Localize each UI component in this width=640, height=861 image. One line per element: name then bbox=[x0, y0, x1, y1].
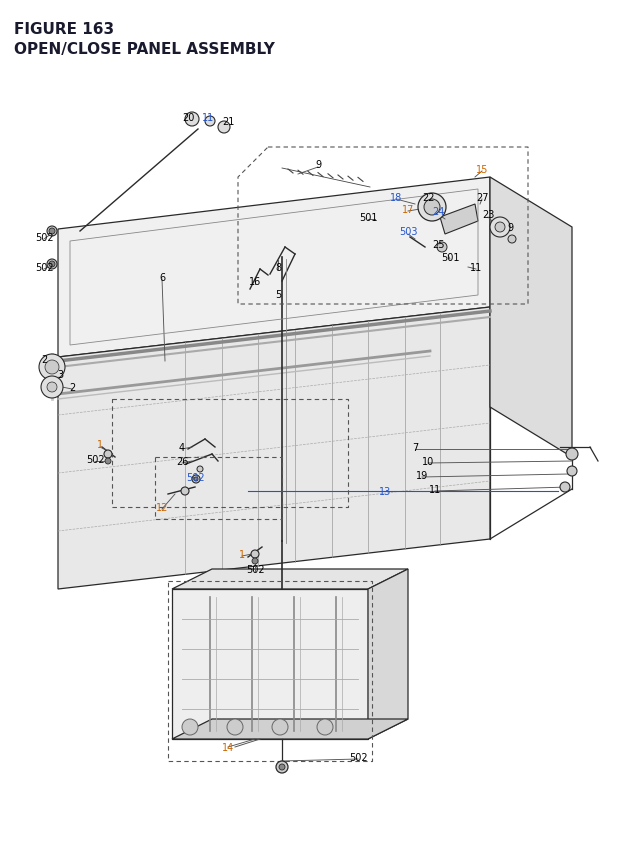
Bar bbox=[321, 598, 331, 605]
Circle shape bbox=[560, 482, 570, 492]
Circle shape bbox=[508, 236, 516, 244]
Circle shape bbox=[227, 719, 243, 735]
Text: 11: 11 bbox=[429, 485, 441, 494]
Circle shape bbox=[105, 458, 111, 464]
Polygon shape bbox=[368, 569, 408, 739]
Text: 17: 17 bbox=[402, 205, 414, 214]
Text: 18: 18 bbox=[390, 193, 402, 202]
Circle shape bbox=[185, 113, 199, 127]
Circle shape bbox=[205, 117, 215, 127]
Text: 501: 501 bbox=[441, 253, 460, 263]
Bar bbox=[205, 598, 215, 605]
Text: 19: 19 bbox=[416, 470, 428, 480]
Text: 502: 502 bbox=[186, 473, 204, 482]
Text: 20: 20 bbox=[182, 113, 194, 123]
Circle shape bbox=[182, 719, 198, 735]
Text: 21: 21 bbox=[222, 117, 234, 127]
Polygon shape bbox=[58, 307, 490, 589]
Text: 26: 26 bbox=[176, 456, 188, 467]
Text: 503: 503 bbox=[399, 226, 417, 237]
Bar bbox=[263, 598, 273, 605]
Polygon shape bbox=[58, 177, 490, 357]
Text: 27: 27 bbox=[476, 193, 488, 202]
Text: 1: 1 bbox=[239, 549, 245, 560]
Text: 8: 8 bbox=[275, 263, 281, 273]
Circle shape bbox=[47, 382, 57, 393]
Text: 25: 25 bbox=[432, 239, 444, 250]
Circle shape bbox=[566, 449, 578, 461]
Circle shape bbox=[49, 262, 55, 268]
Circle shape bbox=[218, 122, 230, 133]
Text: 13: 13 bbox=[379, 486, 391, 497]
Text: 24: 24 bbox=[432, 207, 444, 217]
Text: 502: 502 bbox=[35, 263, 53, 273]
Polygon shape bbox=[172, 569, 408, 589]
Circle shape bbox=[47, 260, 57, 269]
Circle shape bbox=[490, 218, 510, 238]
Circle shape bbox=[194, 478, 198, 481]
Text: 16: 16 bbox=[249, 276, 261, 287]
Circle shape bbox=[192, 475, 200, 483]
Text: 7: 7 bbox=[412, 443, 418, 453]
Text: 11: 11 bbox=[202, 113, 214, 123]
Circle shape bbox=[39, 355, 65, 381]
Text: 10: 10 bbox=[422, 456, 434, 467]
Circle shape bbox=[41, 376, 63, 399]
Text: 15: 15 bbox=[476, 164, 488, 175]
Circle shape bbox=[49, 229, 55, 235]
Text: 9: 9 bbox=[507, 223, 513, 232]
Text: 6: 6 bbox=[159, 273, 165, 282]
Text: 23: 23 bbox=[482, 210, 494, 220]
Polygon shape bbox=[440, 205, 478, 235]
Circle shape bbox=[424, 200, 440, 216]
Polygon shape bbox=[172, 589, 368, 739]
Text: 2: 2 bbox=[41, 355, 47, 364]
Text: 11: 11 bbox=[470, 263, 482, 273]
Circle shape bbox=[47, 226, 57, 237]
Circle shape bbox=[495, 223, 505, 232]
Text: OPEN/CLOSE PANEL ASSEMBLY: OPEN/CLOSE PANEL ASSEMBLY bbox=[14, 42, 275, 57]
Circle shape bbox=[252, 558, 258, 564]
Circle shape bbox=[279, 764, 285, 770]
Text: FIGURE 163: FIGURE 163 bbox=[14, 22, 114, 37]
Circle shape bbox=[418, 194, 446, 222]
Circle shape bbox=[272, 719, 288, 735]
Circle shape bbox=[197, 467, 203, 473]
Text: 501: 501 bbox=[359, 213, 377, 223]
Text: 3: 3 bbox=[57, 369, 63, 380]
Text: 5: 5 bbox=[275, 289, 281, 300]
Text: 2: 2 bbox=[69, 382, 75, 393]
Circle shape bbox=[104, 450, 112, 458]
Text: 1: 1 bbox=[97, 439, 103, 449]
Circle shape bbox=[251, 550, 259, 558]
Text: 22: 22 bbox=[422, 193, 435, 202]
Circle shape bbox=[45, 361, 59, 375]
Circle shape bbox=[567, 467, 577, 476]
Text: 9: 9 bbox=[315, 160, 321, 170]
Text: 502: 502 bbox=[35, 232, 53, 243]
Text: 4: 4 bbox=[179, 443, 185, 453]
Circle shape bbox=[317, 719, 333, 735]
Circle shape bbox=[437, 243, 447, 253]
Text: 14: 14 bbox=[222, 742, 234, 753]
Circle shape bbox=[276, 761, 288, 773]
Text: 502: 502 bbox=[86, 455, 104, 464]
Polygon shape bbox=[172, 719, 408, 739]
Text: 502: 502 bbox=[349, 753, 367, 762]
Text: 12: 12 bbox=[156, 503, 168, 512]
Text: 502: 502 bbox=[246, 564, 264, 574]
Circle shape bbox=[181, 487, 189, 495]
Polygon shape bbox=[490, 177, 572, 457]
